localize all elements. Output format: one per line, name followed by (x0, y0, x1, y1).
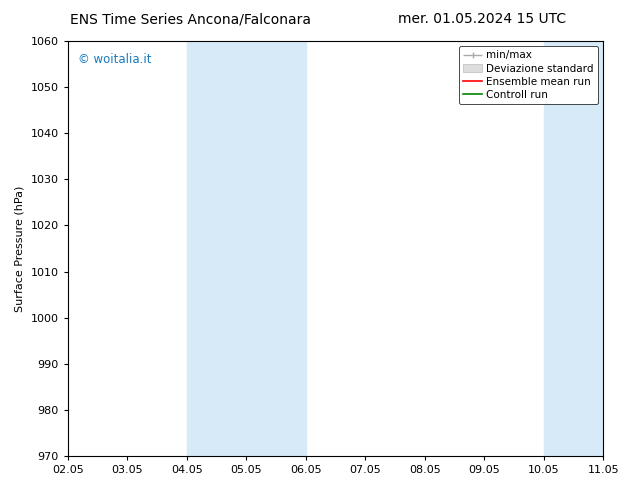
Bar (246, 41, 306, 456)
Bar (544, 41, 603, 456)
Text: ENS Time Series Ancona/Falconara: ENS Time Series Ancona/Falconara (70, 12, 311, 26)
Text: mer. 01.05.2024 15 UTC: mer. 01.05.2024 15 UTC (398, 12, 566, 26)
Text: © woitalia.it: © woitalia.it (79, 53, 152, 67)
Bar (186, 41, 246, 456)
Y-axis label: Surface Pressure (hPa): Surface Pressure (hPa) (15, 185, 25, 312)
Legend: min/max, Deviazione standard, Ensemble mean run, Controll run: min/max, Deviazione standard, Ensemble m… (459, 46, 598, 104)
